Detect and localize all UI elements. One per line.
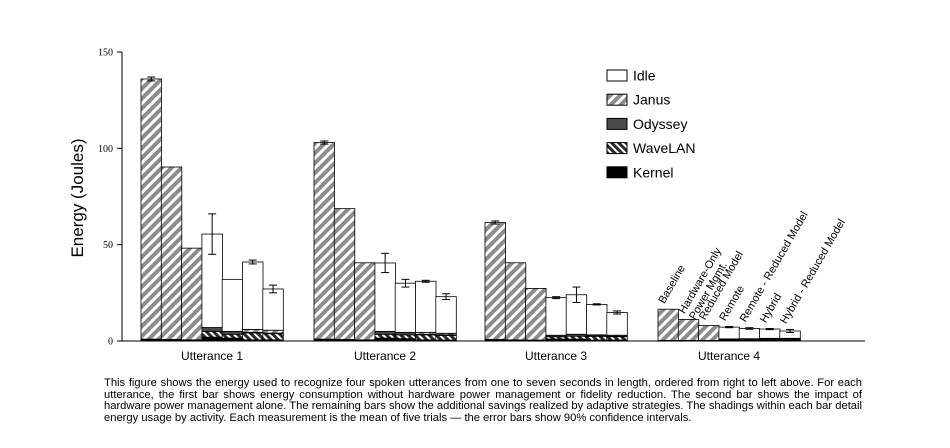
bar-3-remote-reduced-model-wavelan: [565, 335, 588, 340]
legend-swatch-kernel: [606, 166, 628, 179]
bar-1-remote-kernel: [201, 336, 223, 342]
y-tick-label-150: 150: [98, 48, 113, 59]
error-bar-3-remote: [552, 296, 561, 300]
bar-3-hardware-only-power-mgmt-janus: [504, 262, 527, 341]
y-axis-label: Energy (Joules): [68, 138, 87, 257]
bar-2-hybrid-reduced-model-idle: [435, 296, 457, 334]
group-label-utterance-3: Utterance 3: [525, 349, 587, 363]
legend-swatch-idle: [606, 69, 628, 82]
bar-2-hybrid-wavelan: [415, 334, 437, 341]
error-bar-1-hybrid-reduced-model: [269, 284, 278, 294]
bar-1-hybrid-janus: [242, 329, 264, 333]
bar-1-hybrid-reduced-model-idle: [262, 288, 284, 331]
error-bar-4-remote-reduced-model: [745, 327, 754, 330]
bar-1-remote-reduced-model-odyssey: [221, 330, 244, 335]
bar-1-hardware-only-power-mgmt-janus: [160, 166, 183, 340]
error-bar-2-hybrid: [421, 279, 430, 283]
legend: Idle Janus Odyssey WaveLAN Kernel: [606, 68, 696, 180]
error-bar-1-remote: [208, 213, 217, 255]
figure-caption: This figure shows the energy used to rec…: [104, 377, 862, 424]
bar-3-baseline-janus: [484, 222, 506, 340]
group-label-utterance-1: Utterance 1: [181, 349, 243, 363]
error-bar-2-remote-reduced-model: [401, 278, 410, 288]
bar-1-hybrid-reduced-model-janus: [262, 329, 284, 334]
error-bar-2-hybrid-reduced-model: [442, 293, 451, 301]
bar-3-reduced-model-janus: [525, 288, 547, 341]
group-label-utterance-2: Utterance 2: [354, 349, 416, 363]
bar-2-remote-wavelan: [374, 333, 396, 339]
bar-1-remote-reduced-model-idle: [221, 278, 244, 332]
bar-1-hybrid-wavelan: [242, 332, 264, 341]
error-bar-3-baseline: [491, 220, 500, 225]
bar-2-remote-reduced-model-wavelan: [394, 334, 417, 340]
bar-4-baseline-janus: [657, 308, 679, 341]
bar-3-hybrid-reduced-model-idle: [606, 312, 628, 336]
bars: Utterance 1 Utterance 2 Utterance 3 Utteran…: [140, 76, 801, 363]
bar-4-hardware-only-power-mgmt-janus: [677, 319, 700, 341]
bar-1-remote-reduced-model-kernel: [221, 337, 244, 342]
error-bar-3-remote-reduced-model: [572, 286, 581, 303]
bar-1-remote-reduced-model-wavelan: [221, 333, 244, 339]
error-bar-4-remote: [725, 326, 734, 329]
bar-4-reduced-model-janus: [698, 325, 720, 341]
legend-label-wavelan: WaveLAN: [633, 140, 696, 156]
error-bar-1-baseline: [147, 76, 156, 82]
legend-label-idle: Idle: [633, 68, 656, 84]
legend-swatch-odyssey: [606, 117, 628, 130]
legend-label-janus: Janus: [633, 92, 670, 108]
error-bar-3-hybrid-reduced-model: [613, 310, 622, 315]
bar-1-remote-wavelan: [201, 330, 223, 338]
legend-swatch-wavelan: [606, 142, 628, 155]
bar-2-baseline-janus: [313, 142, 335, 340]
bar-3-remote-idle: [545, 297, 567, 336]
legend-swatch-janus: [606, 93, 628, 106]
y-tick-label-100: 100: [98, 144, 113, 155]
bar-4-hybrid-idle: [759, 328, 781, 339]
y-tick-label-50: 50: [103, 240, 113, 251]
y-tick-label-0: 0: [108, 337, 113, 348]
error-bar-3-hybrid: [592, 303, 601, 306]
bar-2-remote-odyssey: [374, 330, 396, 335]
bar-4-remote-reduced-model-idle: [738, 328, 761, 340]
bar-1-hybrid-reduced-model-wavelan: [262, 333, 284, 341]
bar-3-hybrid-idle: [586, 303, 608, 336]
bar-1-reduced-model-janus: [181, 247, 203, 341]
error-bar-2-baseline: [320, 140, 329, 145]
bar-4-remote-idle: [718, 326, 740, 340]
error-bar-4-hybrid: [765, 327, 774, 331]
bar-1-baseline-janus: [140, 78, 162, 340]
bar-2-remote-reduced-model-idle: [394, 282, 417, 333]
bar-2-remote-idle: [374, 262, 396, 332]
bar-2-remote-kernel: [374, 337, 396, 342]
error-bar-1-hybrid: [248, 259, 257, 265]
error-bar-4-hybrid-reduced-model: [786, 328, 795, 334]
group-label-utterance-4: Utterance 4: [698, 349, 760, 363]
bar-2-hardware-only-power-mgmt-janus: [333, 208, 356, 340]
legend-label-odyssey: Odyssey: [633, 116, 687, 132]
error-bar-2-remote: [381, 252, 390, 274]
bar-2-hybrid-idle: [415, 280, 437, 333]
legend-label-kernel: Kernel: [633, 164, 673, 180]
bar-1-remote-odyssey: [201, 327, 223, 332]
bar-2-hybrid-reduced-model-wavelan: [435, 335, 457, 341]
bar-2-reduced-model-janus: [354, 262, 376, 341]
bar-1-hybrid-idle: [242, 261, 264, 330]
